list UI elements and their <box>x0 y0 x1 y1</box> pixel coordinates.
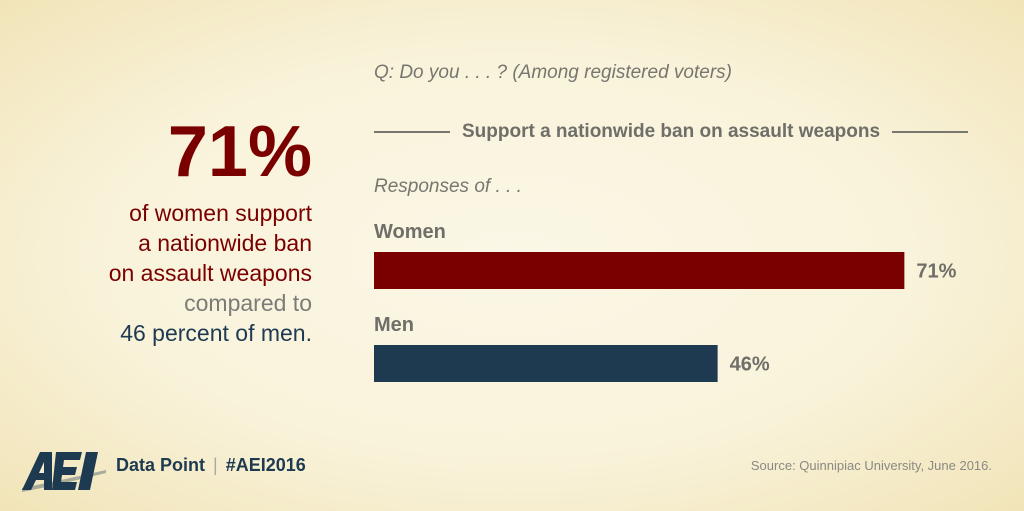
aei-logo <box>22 452 106 492</box>
summary-line-2: a nationwide ban <box>138 230 312 256</box>
bar-women <box>374 252 905 289</box>
brand-line: Data Point | #AEI2016 <box>116 455 306 476</box>
responses-label: Responses of . . . <box>374 176 522 197</box>
headline-percent: 71% <box>167 112 312 192</box>
summary-line-1: of women support <box>129 200 312 226</box>
hashtag: #AEI2016 <box>225 455 306 475</box>
data-point-label: Data Point <box>116 455 206 475</box>
heading-rule-left <box>374 131 450 133</box>
chart-title: Support a nationwide ban on assault weap… <box>461 121 881 142</box>
category-label-women: Women <box>374 221 446 243</box>
value-label-women: 71% <box>916 261 956 283</box>
brand-separator: | <box>213 455 218 475</box>
bar-men <box>374 345 718 382</box>
survey-question: Q: Do you . . . ? (Among registered vote… <box>374 62 732 83</box>
source-note: Source: Quinnipiac University, June 2016… <box>750 458 992 473</box>
summary-line-3: on assault weapons <box>108 260 312 286</box>
heading-rule-right <box>892 131 969 133</box>
category-label-men: Men <box>374 314 414 336</box>
value-label-men: 46% <box>730 354 770 376</box>
summary-line-5: 46 percent of men. <box>120 320 312 346</box>
headline-summary: of women support a nationwide ban on ass… <box>109 198 312 348</box>
summary-line-4: compared to <box>184 290 312 316</box>
chart-heading-row: Support a nationwide ban on assault weap… <box>374 120 969 144</box>
